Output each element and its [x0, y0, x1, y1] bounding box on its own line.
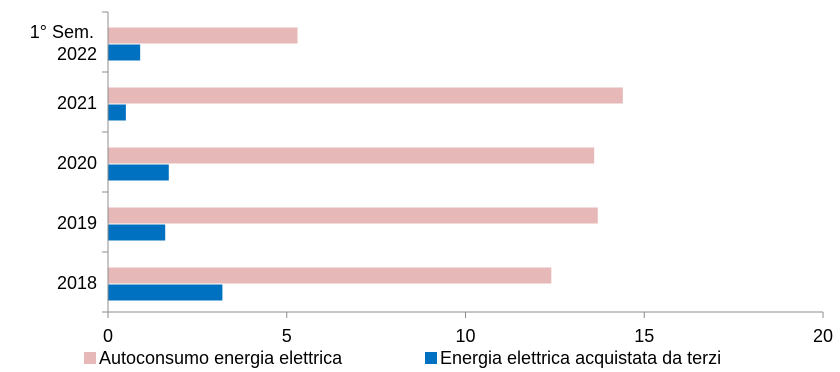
category-label-0: 1° Sem. 2022	[30, 22, 97, 64]
bar-autoconsumo-0	[108, 27, 298, 44]
legend-label-0: Autoconsumo energia elettrica	[99, 348, 343, 368]
category-label-2: 2020	[57, 153, 97, 173]
bars-group	[108, 27, 623, 301]
bar-acquistata-3	[108, 224, 166, 241]
bar-autoconsumo-1	[108, 87, 623, 104]
x-tick-label: 15	[634, 326, 654, 346]
legend-label-1: Energia elettrica acquistata da terzi	[440, 348, 721, 368]
bar-autoconsumo-3	[108, 207, 598, 224]
x-tick-label: 20	[813, 326, 833, 346]
bar-acquistata-1	[108, 104, 126, 121]
bar-autoconsumo-4	[108, 267, 552, 284]
legend: Autoconsumo energia elettrica Energia ele…	[84, 348, 721, 368]
x-tick-label: 0	[103, 326, 113, 346]
bar-acquistata-2	[108, 164, 169, 181]
category-label-1: 2021	[57, 93, 97, 113]
legend-swatch-0	[84, 352, 96, 364]
x-tick-label: 10	[455, 326, 475, 346]
x-tick-labels: 0 5 10 15 20	[103, 326, 833, 346]
bar-acquistata-0	[108, 44, 141, 61]
bar-acquistata-4	[108, 284, 223, 301]
axes-group	[102, 11, 824, 318]
x-tick-label: 5	[282, 326, 292, 346]
bar-autoconsumo-2	[108, 147, 595, 164]
legend-swatch-1	[425, 352, 437, 364]
category-label-3: 2019	[57, 213, 97, 233]
category-label-4: 2018	[57, 273, 97, 293]
category-labels: 1° Sem. 2022 2021 2020 2019 2018	[30, 22, 97, 293]
